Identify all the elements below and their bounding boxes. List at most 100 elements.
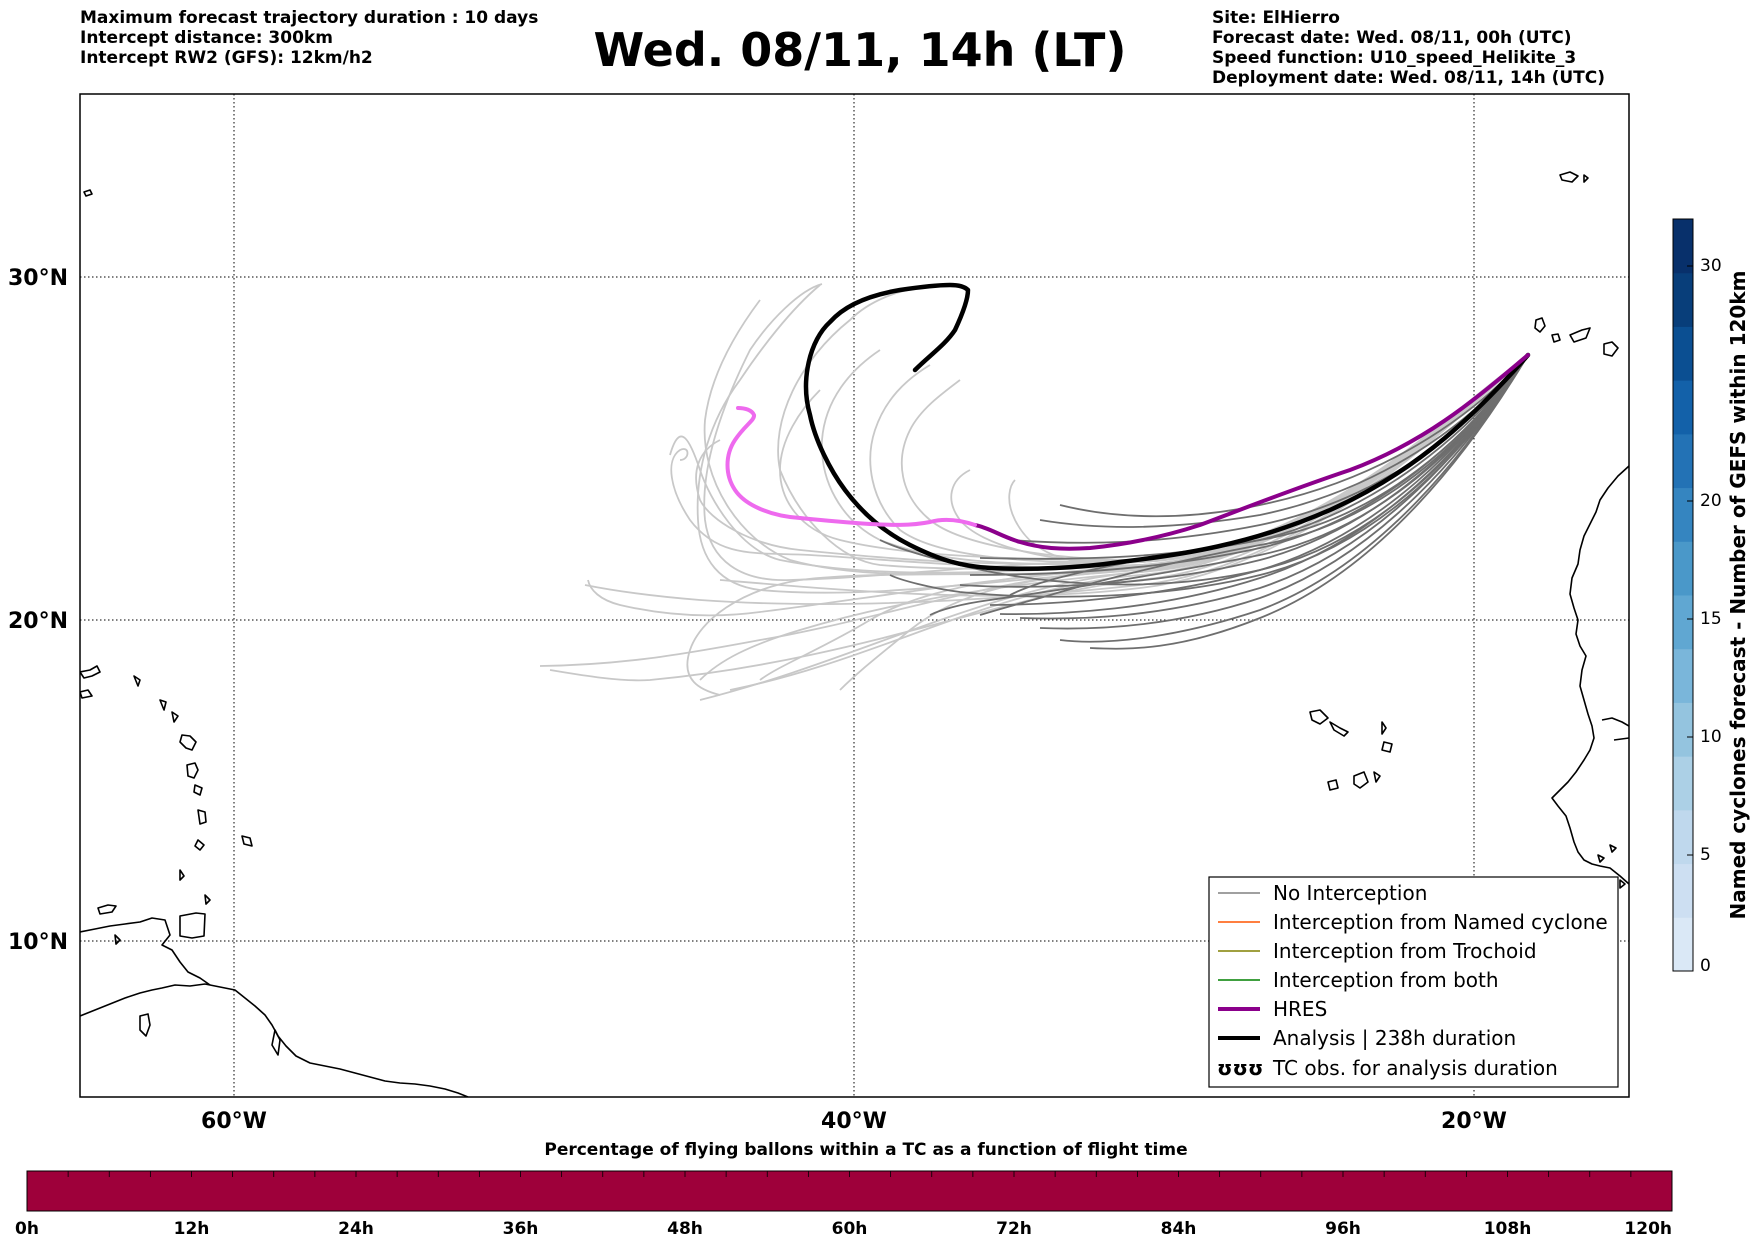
lesser-antilles-9 [197, 809, 207, 825]
colorbar-cyclones-frame [1672, 218, 1694, 972]
no-interception-trajectory [1059, 354, 1529, 643]
colorbar-cyclones-segment [1673, 219, 1693, 274]
senegal-coast [1613, 737, 1629, 741]
no-interception-trajectory [1089, 354, 1529, 650]
colorbar-cyclones-segment [1673, 809, 1693, 865]
caribbean-island-1 [97, 904, 117, 915]
no-interception-trajectory [979, 354, 1529, 616]
colorbar-cyclones-segment [1673, 272, 1693, 327]
legend-label-both: Interception from both [1273, 968, 1499, 992]
gambia-coast [1601, 717, 1629, 727]
lesser-antilles-14 [114, 934, 121, 945]
colorbar-cyclones-segment [1673, 380, 1693, 435]
lesser-antilles-13 [241, 835, 253, 847]
legend-label-named-cyclone: Interception from Named cyclone [1273, 910, 1608, 934]
lat-label-20n: 20°N [8, 609, 68, 634]
venezuela-coast [80, 917, 211, 986]
page-title: Wed. 08/11, 14h (LT) [593, 23, 1127, 77]
colorbar-cyclones-segment [1673, 541, 1693, 596]
cb-tick-15: 15 [1700, 609, 1722, 629]
lon-label-20w: 20°W [1441, 1109, 1507, 1134]
legend-label-analysis: Analysis | 238h duration [1273, 1026, 1516, 1050]
bottom-tick-60h: 60h [832, 1219, 868, 1239]
colorbar-cyclones-segment [1673, 917, 1693, 972]
lesser-antilles-6 [179, 734, 197, 751]
legend: No Interception Interception from Named … [1208, 876, 1619, 1088]
bottom-tick-120h: 120h [1624, 1219, 1672, 1239]
no-interception-trajectory [1059, 354, 1529, 518]
map-frame [79, 93, 1630, 1098]
lesser-antilles-4 [159, 699, 167, 711]
legend-label-trochoid: Interception from Trochoid [1273, 939, 1537, 963]
bottom-tick-24h: 24h [338, 1219, 374, 1239]
lesser-antilles-1 [80, 665, 101, 679]
lon-label-40w: 40°W [821, 1109, 887, 1134]
ensemble-trajectories-light [539, 283, 1529, 701]
bottom-tick-12h: 12h [174, 1219, 210, 1239]
ensemble-trajectory [839, 354, 1529, 691]
colorbar-cyclones-segment [1673, 702, 1693, 757]
intercept-distance-text: Intercept distance: 300km [80, 28, 333, 48]
ensemble-trajectory [719, 354, 1529, 597]
site-info: Site: ElHierro Forecast date: Wed. 08/11… [1212, 8, 1605, 88]
lat-label-10n: 10°N [8, 930, 68, 955]
bottom-tick-84h: 84h [1161, 1219, 1197, 1239]
lesser-antilles-2 [80, 689, 93, 699]
ensemble-trajectory [669, 354, 1529, 574]
cb-tick-10: 10 [1700, 727, 1722, 747]
hres-trajectory [973, 353, 1530, 551]
cape-verde-4 [1381, 741, 1393, 753]
bottom-tick-0h: 0h [15, 1219, 39, 1239]
colorbar-cyclones-segment [1673, 326, 1693, 381]
colorbar-cyclones-segments [1673, 219, 1693, 972]
ensemble-trajectories-dark [879, 354, 1529, 650]
cape-verde-5 [1327, 779, 1339, 791]
caribbean-island-3 [271, 1029, 281, 1056]
analysis-trajectory [803, 282, 1531, 571]
colorbar-flight-time-bar [26, 1170, 1673, 1212]
trinidad-coast [179, 912, 206, 939]
bermuda-island [83, 189, 93, 197]
lesser-antilles-11 [179, 869, 185, 881]
colorbar-cyclones-segment [1673, 756, 1693, 811]
cape-verde-7 [1373, 771, 1381, 783]
forecast-date-text: Forecast date: Wed. 08/11, 00h (UTC) [1212, 28, 1572, 48]
cb-tick-5: 5 [1700, 845, 1711, 865]
colorbar-cyclones-segment [1673, 487, 1693, 542]
colorbar-cyclones-segment [1673, 648, 1693, 703]
bottom-tick-72h: 72h [996, 1219, 1032, 1239]
canary-island-2 [1569, 327, 1591, 343]
colorbar-cyclones-ticks [1687, 265, 1693, 972]
colorbar-cyclones-segment [1673, 595, 1693, 650]
cb-tick-20: 20 [1700, 491, 1722, 511]
tc-symbol-icon: ʊʊʊ [1217, 1056, 1263, 1080]
legend-label-tc-obs: TC obs. for analysis duration [1272, 1056, 1558, 1080]
forecast-settings: Maximum forecast trajectory duration : 1… [80, 8, 538, 68]
lon-label-60w: 60°W [201, 1109, 267, 1134]
lesser-antilles-7 [186, 762, 199, 779]
speed-function-text: Speed function: U10_speed_Helikite_3 [1212, 48, 1577, 68]
cape-verde-2 [1329, 721, 1349, 737]
south-america-coast [80, 983, 469, 1097]
gridlines [80, 94, 1629, 1097]
africa-coast [1551, 465, 1629, 885]
africa-coast-islands [1597, 844, 1626, 889]
bottom-tick-36h: 36h [503, 1219, 539, 1239]
canary-island-3 [1603, 341, 1619, 357]
no-interception-trajectory [929, 354, 1529, 616]
bottom-tick-48h: 48h [667, 1219, 703, 1239]
colorbar-cyclones: 0 5 10 15 20 30 Named cyclones forecast … [1672, 218, 1750, 976]
legend-label-hres: HRES [1273, 997, 1327, 1021]
lesser-antilles-3 [133, 675, 141, 687]
coastlines [80, 171, 1629, 1097]
madeira-island [1559, 171, 1579, 183]
no-interception-trajectory [999, 354, 1529, 616]
bottom-tick-108h: 108h [1484, 1219, 1532, 1239]
canary-island-4 [1551, 333, 1561, 343]
lesser-antilles-10 [194, 839, 205, 851]
cb-tick-30: 30 [1700, 256, 1722, 276]
legend-label-no-interception: No Interception [1273, 881, 1427, 905]
lesser-antilles-8 [193, 784, 203, 796]
bottom-tick-96h: 96h [1325, 1219, 1361, 1239]
cape-verde-6 [1353, 771, 1369, 789]
